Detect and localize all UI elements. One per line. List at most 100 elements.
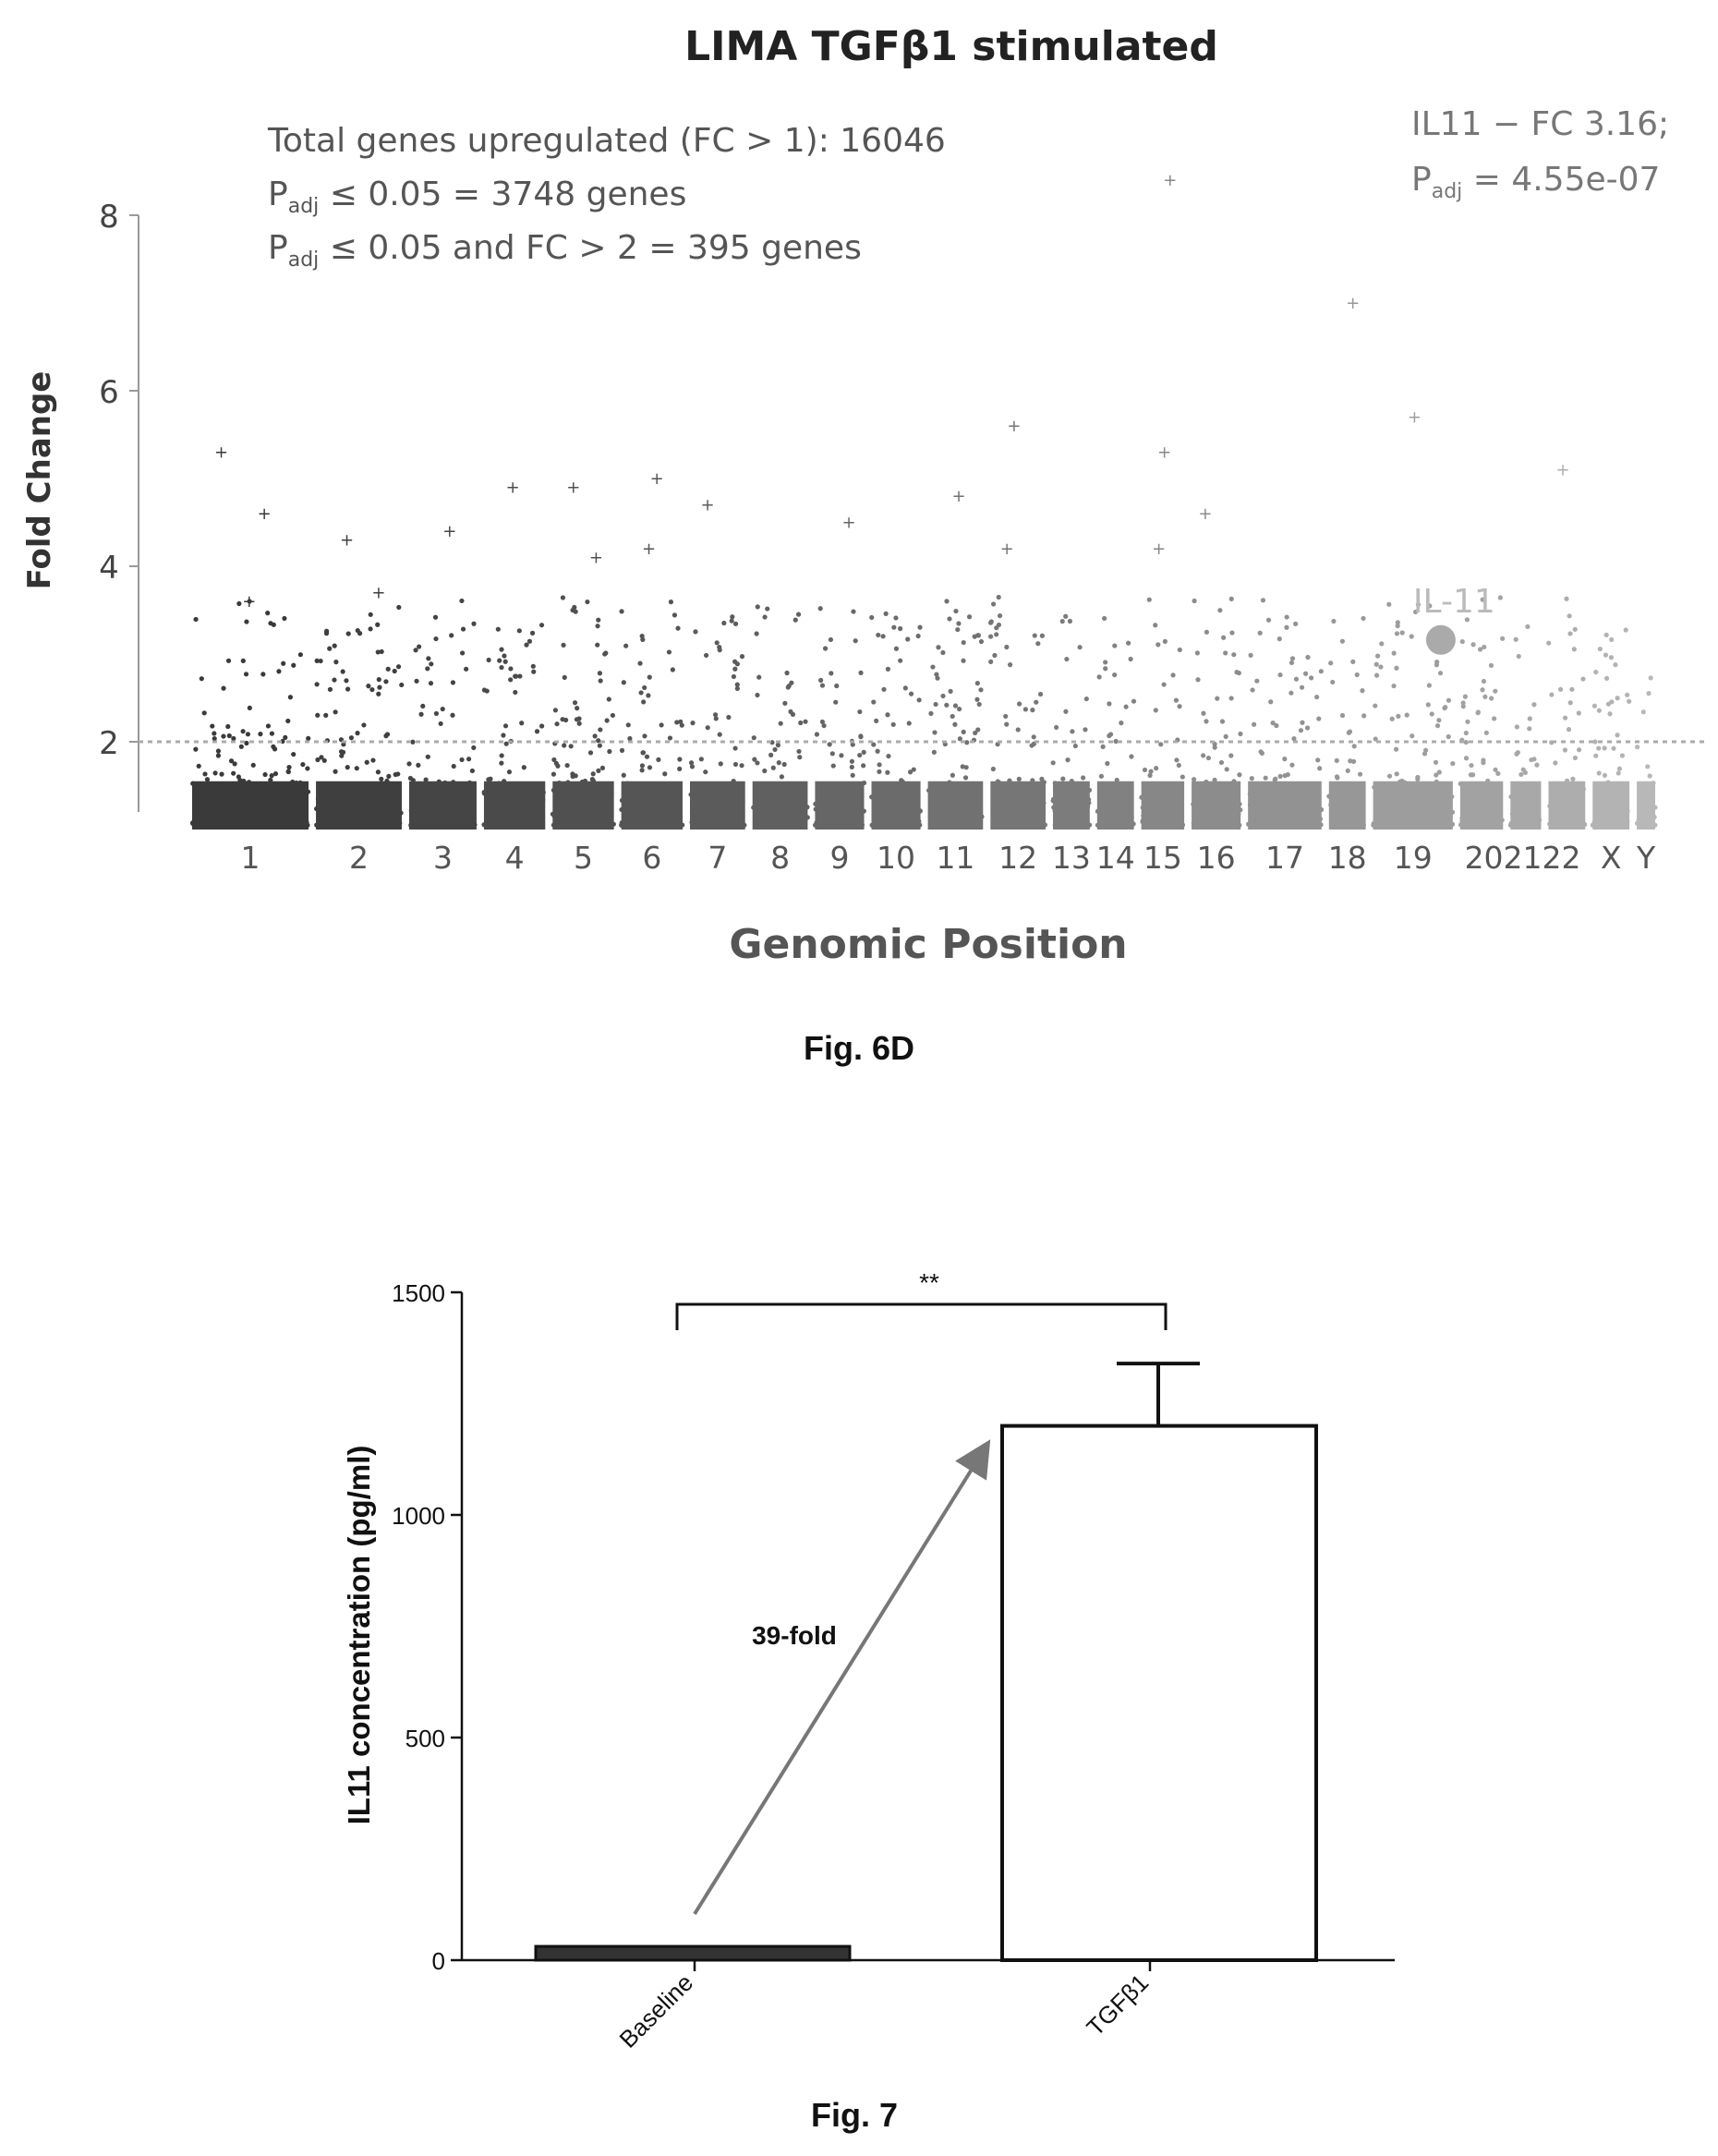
manhattan-point — [1174, 757, 1180, 763]
manhattan-notable-point: + — [1163, 171, 1177, 190]
manhattan-point — [240, 658, 246, 663]
manhattan-point — [907, 769, 913, 775]
manhattan-point — [1495, 770, 1501, 776]
manhattan-point — [1463, 730, 1469, 736]
manhattan-point — [1316, 716, 1322, 721]
manhattan-point — [1153, 708, 1158, 713]
manhattan-point — [513, 689, 518, 696]
manhattan-point — [898, 625, 903, 632]
manhattan-point — [243, 672, 249, 677]
manhattan-point — [1534, 762, 1540, 768]
manhattan-point — [1527, 726, 1532, 732]
manhattan-point — [786, 684, 792, 689]
bar-y-tick-label: 500 — [405, 1725, 445, 1752]
manhattan-point — [850, 772, 855, 778]
manhattan-point — [1212, 745, 1217, 750]
manhattan-point — [495, 626, 501, 632]
manhattan-point — [332, 677, 337, 683]
manhattan-point — [911, 767, 916, 772]
manhattan-point — [957, 736, 962, 742]
manhattan-point — [433, 636, 439, 642]
manhattan-point — [526, 638, 533, 644]
manhattan-point — [732, 745, 738, 751]
manhattan-point — [432, 614, 439, 620]
manhattan-point — [861, 763, 866, 769]
manhattan-point — [1252, 721, 1257, 727]
manhattan-point — [1615, 733, 1620, 738]
manhattan-point — [384, 732, 391, 737]
manhattan-point — [705, 725, 710, 731]
manhattan-point — [940, 649, 946, 656]
manhattan-point — [819, 719, 826, 725]
manhattan-point — [1412, 609, 1419, 615]
manhattan-point — [406, 761, 412, 767]
manhattan-point — [1516, 653, 1521, 660]
chromosome-tick-label: 17 — [1265, 840, 1304, 876]
manhattan-point — [990, 766, 996, 772]
manhattan-point — [508, 666, 514, 672]
manhattan-dense-band — [1141, 781, 1185, 830]
manhattan-point — [501, 733, 506, 738]
manhattan-point — [1339, 638, 1346, 644]
manhattan-point — [357, 631, 363, 636]
manhattan-point — [718, 761, 723, 767]
manhattan-point — [385, 666, 391, 672]
manhattan-point — [659, 722, 664, 728]
manhattan-point — [1153, 623, 1158, 628]
manhattan-point — [375, 622, 381, 627]
bar-y-tick-label: 1000 — [392, 1502, 445, 1530]
manhattan-point — [1427, 603, 1433, 609]
manhattan-point — [755, 604, 760, 610]
il11-annotation: IL11 − FC 3.16; Padj = 4.55e-07 — [1411, 105, 1669, 203]
manhattan-point — [1054, 724, 1059, 731]
manhattan-point — [1562, 715, 1568, 721]
manhattan-point — [1016, 776, 1022, 781]
manhattan-point — [283, 734, 288, 741]
manhattan-point — [1394, 771, 1399, 777]
manhattan-point — [1350, 659, 1356, 664]
manhattan-point — [193, 746, 199, 752]
manhattan-point — [219, 771, 224, 777]
manhattan-point — [1567, 613, 1572, 619]
manhattan-point — [395, 664, 402, 670]
manhattan-point — [732, 659, 738, 664]
manhattan-point — [572, 700, 578, 706]
manhattan-point — [1007, 662, 1013, 668]
manhattan-point — [1605, 701, 1612, 707]
manhattan-point — [1015, 727, 1021, 733]
manhattan-point — [1483, 730, 1489, 735]
manhattan-point — [276, 669, 282, 674]
manhattan-point — [975, 633, 981, 638]
manhattan-point — [1603, 632, 1609, 637]
manhattan-point — [1373, 661, 1379, 667]
manhattan-point — [1482, 694, 1488, 699]
manhattan-point — [450, 712, 455, 718]
manhattan-point — [1464, 617, 1470, 623]
manhattan-point — [858, 733, 864, 739]
manhattan-point — [782, 700, 788, 706]
manhattan-point — [1288, 690, 1294, 696]
manhattan-point — [1593, 669, 1599, 675]
manhattan-point — [1477, 647, 1483, 652]
manhattan-point — [236, 600, 242, 607]
manhattan-dense-band — [871, 781, 921, 830]
manhattan-point — [499, 647, 504, 652]
manhattan-point — [619, 609, 624, 614]
manhattan-point — [1228, 753, 1234, 758]
manhattan-point — [1039, 776, 1045, 781]
manhattan-point — [1513, 636, 1518, 642]
manhattan-point — [486, 657, 491, 663]
bar-baseline — [534, 1944, 852, 1962]
manhattan-y-axis-label: Fold Change — [21, 371, 58, 590]
manhattan-point — [333, 709, 338, 715]
manhattan-point — [1204, 629, 1210, 635]
manhattan-point — [538, 623, 545, 628]
manhattan-point — [340, 669, 345, 674]
manhattan-point — [1236, 670, 1241, 676]
manhattan-point — [575, 706, 580, 711]
manhattan-point — [641, 699, 647, 705]
bar-annotations: ** 39-fold — [675, 1268, 1168, 1916]
manhattan-point — [585, 599, 590, 605]
manhattan-point — [830, 763, 836, 769]
manhattan-point — [1577, 747, 1582, 753]
